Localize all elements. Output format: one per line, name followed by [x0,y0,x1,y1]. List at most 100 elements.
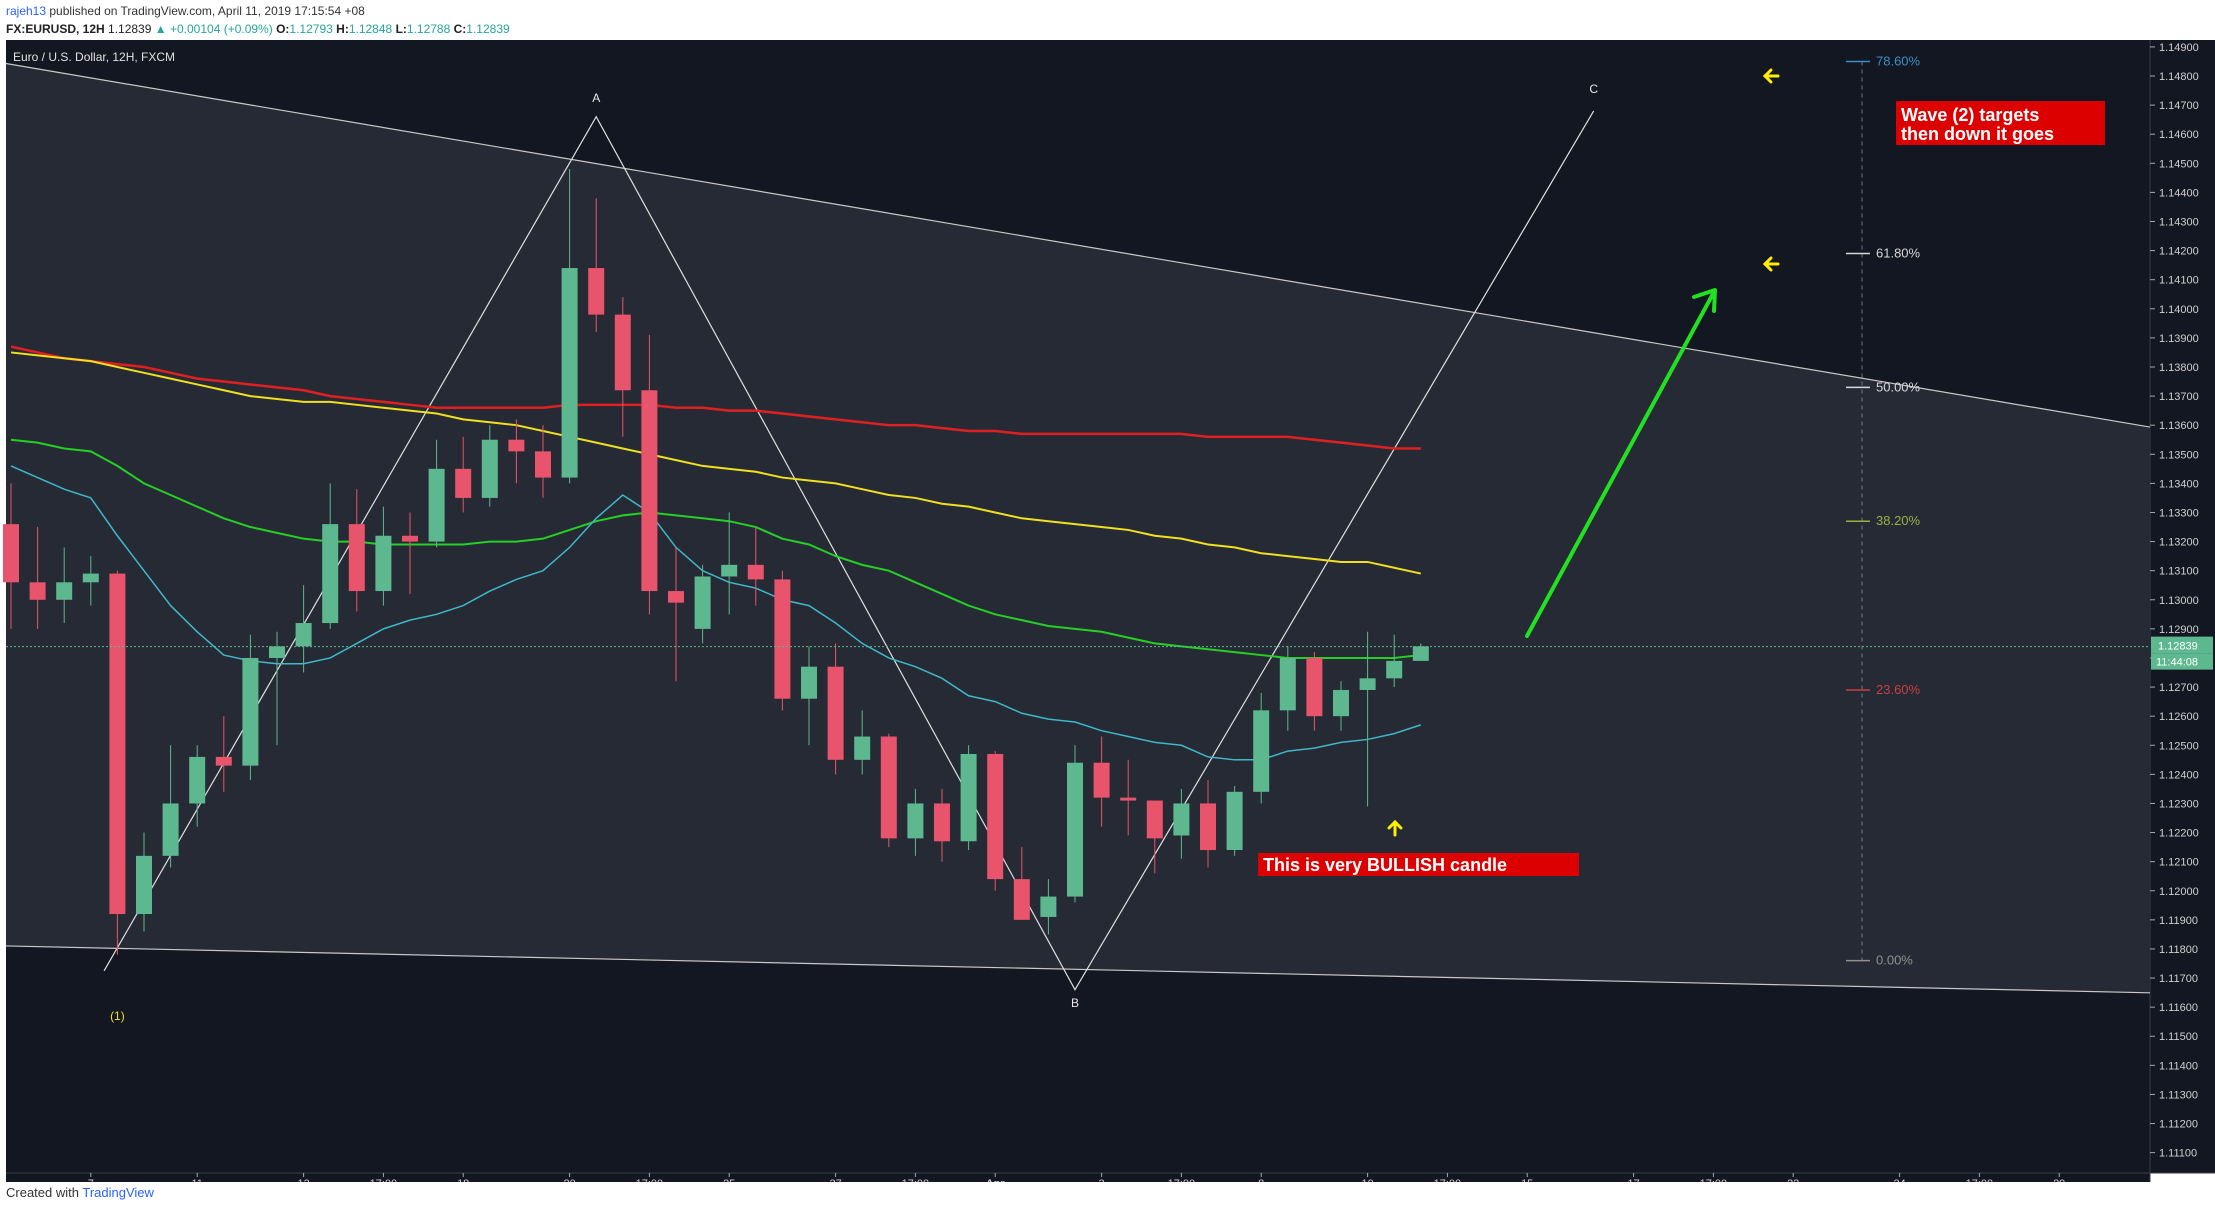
y-tick-label: 1.11300 [2159,1089,2198,1101]
candle-body [1412,646,1429,661]
created-with-text: Created with [6,1185,79,1200]
channel-lower-line [5,945,2151,994]
x-tick-label: 17:00 [1966,1178,1994,1182]
y-tick-label: 1.14900 [2159,42,2199,54]
wave-label: C [1589,82,1598,96]
y-tick-label: 1.13300 [2159,507,2199,519]
y-tick-label: 1.13600 [2159,420,2199,432]
x-tick-label: 22 [1787,1178,1799,1182]
last-price-label: 1.12839 [2158,641,2198,653]
author-link[interactable]: rajeh13 [6,4,47,18]
candle-body [641,390,658,592]
candle-body [614,314,631,391]
change: ▲ +0.00104 (+0.09%) [154,22,273,36]
fib-level-label: 78.60% [1876,53,1921,68]
y-tick-label: 1.11600 [2159,1002,2198,1014]
candle-body [322,524,339,624]
y-tick-label: 1.11500 [2159,1031,2198,1043]
x-tick-label: Apr [986,1178,1006,1182]
y-tick-label: 1.11800 [2159,944,2198,956]
candle-body [455,468,472,498]
open-label: O: [276,22,290,36]
candle-body [189,756,206,804]
y-tick-label: 1.11200 [2159,1119,2198,1131]
y-tick-label: 1.11400 [2159,1060,2198,1072]
y-tick-label: 1.12000 [2159,886,2199,898]
y-tick-label: 1.13700 [2159,391,2199,403]
last-price-tag [2151,636,2213,654]
candle-body [694,576,711,629]
candle-body [747,564,764,580]
annotation-box-wave [1896,101,2105,145]
candle-body [801,666,817,699]
candle-body [1146,800,1163,839]
low-value: 1.12788 [406,22,451,36]
candle-body [1253,710,1270,792]
x-tick-label: 15 [1521,1178,1533,1182]
candle-body [428,468,445,542]
low-label: L: [395,22,407,36]
y-tick-label: 1.12400 [2159,769,2199,781]
candle-body [987,753,1004,880]
y-tick-label: 1.12200 [2159,828,2199,840]
candle-body [1333,689,1349,717]
price-chart[interactable]: 1.14900 1.14800 1.14700 1.14600 1.14500 1.144… [0,40,2215,1182]
last-price: 1.12839 [108,22,152,36]
channel-upper-line [5,62,2151,428]
y-tick-label: 1.14300 [2159,216,2199,228]
moving-average-yellow [10,351,1422,575]
candle-body [269,646,285,658]
candle-body [960,753,977,842]
fib-level-label: 38.20% [1876,513,1921,528]
candle-body [481,439,498,498]
x-tick-label: 10 [1361,1178,1373,1182]
y-tick-label: 1.12100 [2159,857,2199,869]
y-tick-label: 1.13900 [2159,333,2199,345]
candle-body [1040,896,1057,917]
candle-body [668,591,684,603]
x-tick-label: 27 [829,1178,841,1182]
time-axis-background [6,1173,2150,1182]
x-tick-label: 17:00 [902,1178,930,1182]
x-tick-label: 17:00 [1700,1178,1728,1182]
moving-average-red [10,345,1421,450]
fib-level-label: 0.00% [1876,953,1913,968]
high-value: 1.12848 [348,22,393,36]
y-tick-label: 1.12700 [2159,682,2199,694]
candle-body [295,623,312,647]
y-tick-label: 1.13200 [2159,537,2199,549]
fib-level-label: 23.60% [1876,682,1921,697]
candle-body [1093,762,1110,798]
candle-body [535,451,551,478]
candle-body [1120,797,1137,801]
y-tick-label: 1.13400 [2159,478,2199,490]
y-tick-label: 1.14000 [2159,304,2199,316]
y-tick-label: 1.11700 [2159,973,2198,985]
countdown-tag [2151,653,2213,670]
y-tick-label: 1.13500 [2159,449,2199,461]
candle-body [934,803,950,842]
x-tick-label: 18 [457,1178,469,1182]
candle-body [1386,660,1403,679]
y-tick-label: 1.14800 [2159,71,2199,83]
candle-body [3,524,19,583]
candle-body [854,736,871,760]
y-tick-label: 1.14400 [2159,187,2199,199]
tradingview-brand[interactable]: TradingView [82,1185,154,1200]
x-tick-label: 8 [1258,1178,1264,1182]
projection-arrow-head [1692,288,1717,313]
annotation-box-bullish [1258,853,1579,876]
close-value: 1.12839 [466,22,510,36]
close-label: C: [453,22,467,36]
candle-body [907,803,924,839]
candle-body [375,535,392,592]
candle-body [1306,657,1323,717]
y-tick-label: 1.14600 [2159,129,2199,141]
candle-body [880,736,897,839]
candle-body [1067,762,1083,897]
candle-body [402,535,418,542]
candle-body [1173,803,1190,836]
candle-body [561,268,578,478]
candle-body [721,564,738,577]
candle-body [588,268,605,315]
